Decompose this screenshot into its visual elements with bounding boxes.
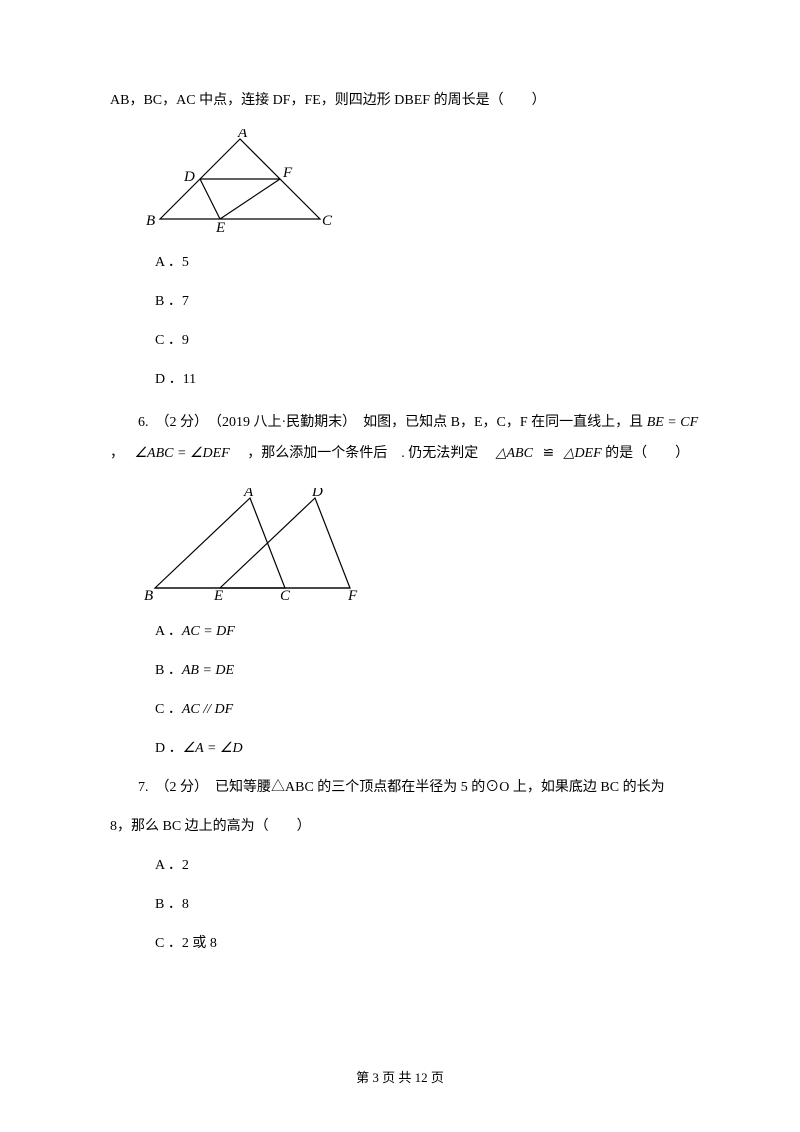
label-F2: F	[347, 588, 358, 603]
q6-eq3: △ABC	[496, 446, 533, 461]
q7-option-a: A ．2	[155, 855, 700, 876]
q5-option-c: C ．9	[155, 330, 700, 351]
q5-option-d: D ．11	[155, 369, 700, 390]
q7-option-b: B ．8	[155, 894, 700, 915]
q6-stem: 6. （2 分） （2019 八上·民勤期末） 如图，已知点 B，E，C，F 在…	[110, 408, 700, 470]
q7-line2: 8，那么 BC 边上的高为（ ）	[110, 816, 700, 837]
label-B: B	[146, 213, 155, 229]
q5-diagram: A B C D E F	[140, 129, 700, 234]
q6-a-eq: AC = DF	[182, 624, 235, 639]
q6-option-b: B ．AB = DE	[155, 660, 700, 681]
q6-mid2: ，那么添加一个条件后 . 仍无法判定	[233, 446, 492, 461]
q6-b-pre: B ．	[155, 663, 182, 678]
q6-line1a: 6. （2 分） （2019 八上·民勤期末） 如图，已知点 B，E，C，F 在…	[138, 415, 643, 430]
q6-option-d: D ．∠A = ∠D	[155, 738, 700, 759]
q7-option-c: C ．2 或 8	[155, 933, 700, 954]
q5-intro: AB，BC，AC 中点，连接 DF，FE，则四边形 DBEF 的周长是（ ）	[110, 90, 700, 111]
q6-diagram: A D B E C F	[140, 488, 700, 603]
label-D2: D	[311, 488, 323, 500]
q6-eq4: △DEF	[564, 446, 602, 461]
label-B2: B	[144, 588, 153, 603]
label-E2: E	[213, 588, 223, 603]
q6-d-eq: ∠A = ∠D	[183, 741, 243, 756]
q6-a-pre: A ．	[155, 624, 182, 639]
page-footer: 第 3 页 共 12 页	[0, 1068, 800, 1088]
q6-b-eq: AB = DE	[182, 663, 234, 678]
q6-tail: 的是（ ）	[605, 446, 689, 461]
q5-option-a: A ．5	[155, 252, 700, 273]
label-F: F	[282, 165, 293, 181]
q6-option-c: C ．AC // DF	[155, 699, 700, 720]
q6-option-a: A ．AC = DF	[155, 621, 700, 642]
q6-cong: ≌	[536, 446, 560, 461]
q6-c-pre: C ．	[155, 702, 182, 717]
q6-d-pre: D ．	[155, 741, 183, 756]
q6-eq2: ∠ABC = ∠DEF	[135, 446, 230, 461]
label-E: E	[215, 220, 225, 234]
q6-eq1: BE = CF	[647, 415, 698, 430]
q6-c-eq: AC // DF	[182, 702, 233, 717]
label-A2: A	[243, 488, 254, 500]
label-D: D	[183, 169, 195, 185]
q7-line1: 7. （2 分） 已知等腰△ABC 的三个顶点都在半径为 5 的⊙O 上，如果底…	[110, 777, 700, 798]
q5-option-b: B ．7	[155, 291, 700, 312]
label-A: A	[237, 129, 248, 141]
label-C2: C	[280, 588, 291, 603]
label-C: C	[322, 213, 333, 229]
